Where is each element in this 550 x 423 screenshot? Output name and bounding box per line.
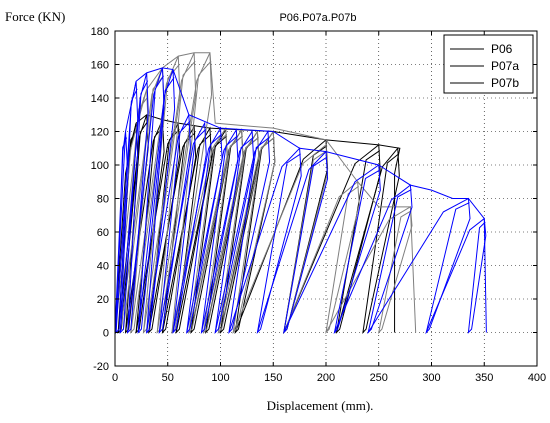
x-tick-label: 400 (528, 372, 546, 384)
hysteresis-cycle (127, 67, 165, 334)
x-tick-label: 50 (162, 372, 174, 384)
legend-label: P07a (491, 59, 519, 73)
y-tick-label: -20 (93, 361, 109, 373)
hysteresis-cycle (425, 217, 487, 334)
chart-title: P06.P07a.P07b (279, 12, 356, 24)
y-tick-label: 160 (91, 60, 109, 72)
hysteresis-cycle (158, 121, 207, 334)
legend-box (443, 34, 534, 94)
hysteresis-cycle (156, 52, 213, 334)
y-tick-label: 0 (103, 328, 109, 340)
hysteresis-cycle (214, 129, 271, 334)
x-tick-label: 0 (112, 372, 118, 384)
hysteresis-cycle (201, 129, 255, 334)
hysteresis-cycle (283, 180, 360, 335)
hysteresis-cycle (115, 131, 128, 334)
x-tick-label: 350 (475, 372, 493, 384)
hysteresis-cycle (142, 52, 197, 334)
axis-ticks: 0 50 100 150 200 250 300 350 400-200204060801001… (91, 26, 547, 384)
series-p07a (115, 52, 417, 335)
y-tick-label: 40 (97, 261, 109, 273)
envelope-line (115, 52, 417, 333)
hysteresis-cycle (228, 147, 302, 335)
hysteresis-cycle (175, 128, 228, 334)
x-tick-label: 100 (211, 372, 229, 384)
hysteresis-cycle (367, 197, 471, 335)
hysteresis-cycle (333, 184, 413, 335)
x-tick-label: 150 (264, 372, 282, 384)
hysteresis-cycle (119, 67, 165, 334)
hysteresis-cycle (256, 150, 329, 335)
y-tick-label: 100 (91, 160, 109, 172)
hysteresis-cycle (186, 128, 239, 334)
series-p07b (115, 67, 487, 335)
hysteresis-cycle (171, 126, 228, 334)
envelope-line (115, 67, 487, 333)
hysteresis-cycle (188, 128, 244, 334)
y-tick-label: 20 (97, 294, 109, 306)
x-tick-label: 250 (370, 372, 388, 384)
plot-series (115, 52, 487, 335)
x-tick-label: 300 (422, 372, 440, 384)
hysteresis-cycle (148, 124, 197, 334)
hysteresis-cycle (161, 126, 213, 334)
y-tick-label: 60 (97, 227, 109, 239)
y-tick-label: 120 (91, 127, 109, 139)
hysteresis-cycle (283, 164, 381, 335)
hysteresis-cycle (234, 138, 329, 335)
hysteresis-cycle (172, 126, 223, 334)
x-tick-label: 200 (317, 372, 335, 384)
y-tick-label: 140 (91, 93, 109, 105)
y-tick-label: 80 (97, 194, 109, 206)
hysteresis-cycle (137, 69, 176, 334)
x-axis-label: Displacement (mm). (267, 398, 374, 413)
legend: P06 P07a P07b (443, 34, 534, 94)
hysteresis-cycle (336, 146, 400, 334)
legend-label: P07b (491, 76, 519, 90)
hysteresis-cycle (232, 143, 329, 335)
legend-label: P06 (491, 42, 513, 56)
hysteresis-cycle (190, 128, 244, 334)
y-tick-label: 180 (91, 26, 109, 38)
hysteresis-cycle (283, 143, 381, 335)
hysteresis-cycle (217, 129, 276, 335)
hysteresis-cycle (203, 129, 260, 334)
y-axis-label: Force (KN) (5, 9, 65, 24)
